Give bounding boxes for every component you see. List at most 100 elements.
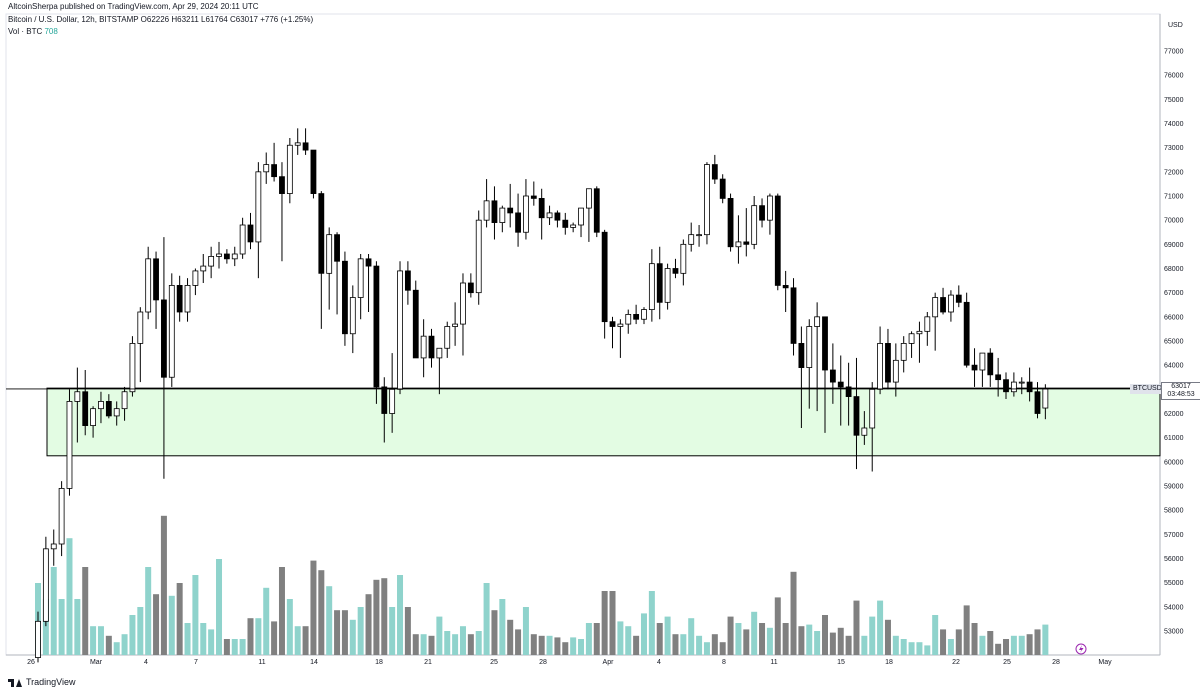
candle-body	[231, 253, 238, 260]
price-tick-label: 76000	[1164, 73, 1184, 80]
candle-body	[467, 282, 474, 294]
tradingview-footer[interactable]: TradingView	[8, 675, 76, 689]
time-tick-label: Mar	[90, 659, 103, 666]
candle-body	[845, 386, 852, 397]
candle-body	[774, 195, 781, 286]
price-tick-label: 61000	[1164, 435, 1184, 442]
price-tick-label: 57000	[1164, 532, 1184, 539]
price-tick-label: 62000	[1164, 411, 1184, 418]
time-tick-label: Apr	[603, 659, 615, 666]
candle-body	[711, 164, 718, 180]
price-tick-label: 68000	[1164, 266, 1184, 273]
volume-bar	[751, 611, 758, 655]
ohlc-close: C63017	[229, 15, 258, 24]
candle-body	[767, 195, 773, 221]
candle-body	[971, 364, 978, 371]
candle-body	[829, 369, 836, 383]
volume-bar	[640, 613, 647, 655]
volume-bar	[302, 626, 309, 655]
candle-body	[719, 178, 726, 199]
volume-bar	[113, 642, 120, 655]
candle-body	[885, 343, 891, 383]
candle-body	[263, 164, 270, 173]
price-tick-label: 73000	[1164, 145, 1184, 152]
volume-bar	[428, 635, 435, 655]
candle-body	[318, 193, 325, 274]
candle-body	[562, 219, 569, 228]
candle-body	[74, 391, 81, 402]
candle-body	[955, 294, 962, 303]
candle-body	[208, 256, 215, 267]
volume-bar	[137, 607, 144, 655]
candle-body	[66, 401, 73, 489]
volume-bar	[176, 583, 183, 655]
volume-bar	[759, 623, 766, 655]
candle-body	[759, 205, 765, 221]
candle-body	[530, 195, 537, 199]
candle-body	[349, 297, 356, 335]
last-price-label: 63017 03:48:53	[1161, 382, 1200, 400]
volume-bar	[940, 629, 947, 655]
volume-bar	[294, 626, 301, 655]
volume-bar	[837, 627, 844, 655]
candle-body	[334, 234, 340, 262]
candle-body	[184, 285, 191, 313]
volume-bar	[877, 600, 884, 655]
volume-bar	[105, 635, 112, 655]
candle-body	[373, 265, 380, 388]
volume-bar	[932, 615, 939, 655]
candle-body	[987, 352, 994, 376]
volume-bar	[82, 567, 89, 655]
candle-body	[475, 219, 482, 294]
volume-row: Vol · BTC 708	[8, 26, 313, 38]
candle-body	[326, 234, 333, 274]
volume-bar	[491, 610, 498, 655]
volume-bar	[90, 626, 97, 655]
volume-bar	[806, 624, 813, 655]
candle-body	[735, 241, 742, 248]
time-tick-label: 18	[375, 659, 383, 666]
volume-bar	[515, 629, 522, 655]
candle-body	[389, 388, 396, 414]
volume-bar	[397, 575, 404, 655]
candle-body	[192, 270, 199, 286]
time-tick-label: 11	[258, 659, 265, 666]
volume-bar	[483, 583, 490, 655]
candle-body	[1010, 381, 1017, 393]
candle-body	[137, 311, 144, 344]
ticker-label: BTCUSD	[1130, 384, 1165, 394]
volume-bar	[365, 594, 372, 655]
volume-bar	[184, 623, 191, 655]
price-tick-label: 69000	[1164, 242, 1184, 249]
time-tick-label: 11	[770, 659, 777, 666]
candle-body	[586, 188, 592, 209]
candle-body	[900, 343, 907, 361]
candle-body	[436, 347, 443, 359]
volume-bar	[412, 634, 419, 655]
price-tick-label: 53000	[1164, 629, 1184, 636]
ohlc-open: O62226	[140, 15, 170, 24]
volume-bar	[231, 639, 238, 655]
volume-bar	[601, 591, 608, 655]
candle-body	[892, 359, 899, 383]
time-tick-label: 7	[194, 659, 198, 666]
candle-body	[916, 330, 923, 335]
time-tick-label: 14	[310, 659, 318, 666]
volume-bar	[286, 599, 293, 655]
volume-bar	[743, 629, 750, 655]
volume-bar	[42, 599, 49, 655]
candle-body	[617, 323, 624, 327]
price-tick-label: 55000	[1164, 580, 1184, 587]
price-tick-label: 74000	[1164, 121, 1184, 128]
candle-body	[397, 270, 403, 390]
volume-bar	[160, 515, 167, 655]
candle-body	[200, 265, 207, 272]
candle-body	[357, 258, 364, 298]
volume-bar	[987, 631, 994, 655]
candle-body	[664, 268, 671, 303]
candle-body	[294, 142, 301, 146]
ohlc-low: L61764	[201, 15, 228, 24]
volume-bar	[318, 570, 325, 655]
volume-bar	[334, 610, 341, 655]
